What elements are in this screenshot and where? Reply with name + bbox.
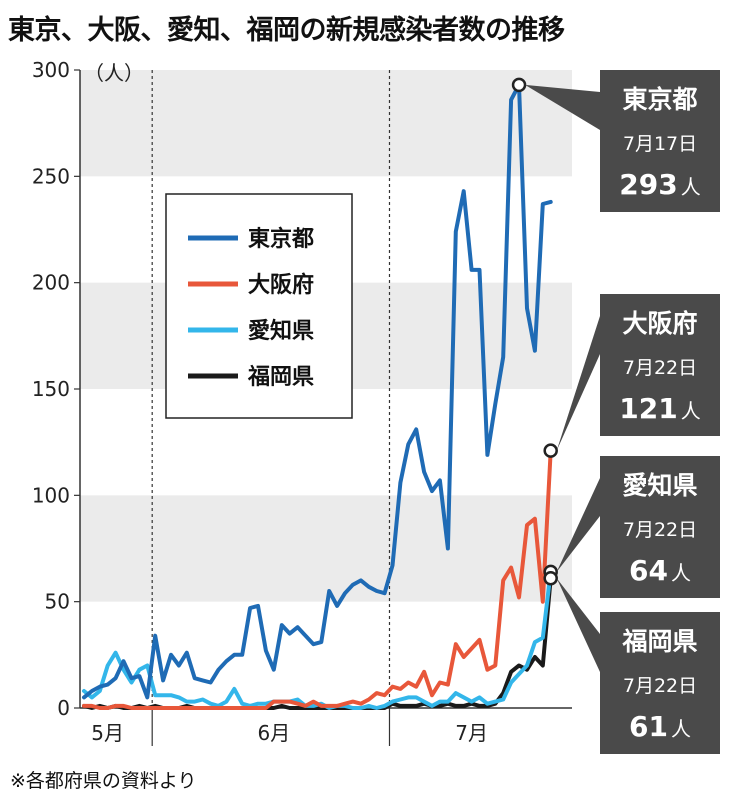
- callout-date: 7月17日: [623, 133, 697, 155]
- end-marker-osaka: [543, 443, 558, 458]
- source-note: ※各都府県の資料より: [10, 770, 197, 792]
- y-tick-label: 150: [32, 377, 70, 401]
- callout-value-group: 64 人: [629, 554, 691, 587]
- y-tick-label: 50: [45, 590, 70, 614]
- series-line-osaka: [82, 448, 553, 710]
- grid-bands: [80, 70, 572, 602]
- callout-value-group: 293 人: [619, 168, 700, 201]
- callout-value-group: 61 人: [629, 710, 691, 743]
- callout-pointer: [556, 316, 600, 451]
- y-tick-label: 200: [32, 271, 70, 295]
- callout-date: 7月22日: [623, 675, 697, 697]
- legend-label: 福岡県: [247, 365, 314, 390]
- end-marker-fukuoka: [543, 571, 558, 586]
- callout-value: 61: [629, 710, 668, 743]
- callout-unit: 人: [671, 717, 691, 741]
- callout-date: 7月22日: [623, 357, 697, 379]
- callout-box-aichi: [600, 456, 720, 598]
- callout-name: 大阪府: [622, 309, 697, 338]
- y-tick-label: 100: [32, 483, 70, 507]
- legend-box: [165, 193, 353, 419]
- legend-label: 東京都: [248, 226, 314, 252]
- callout-pointer: [556, 578, 600, 672]
- callout-value: 64: [629, 554, 668, 587]
- legend-label: 愛知県: [248, 318, 314, 344]
- callout-name: 愛知県: [622, 471, 697, 500]
- y-tick-label: 0: [57, 696, 70, 720]
- series-lines: [82, 82, 553, 710]
- callout-name: 東京都: [622, 85, 697, 114]
- grid-band: [80, 70, 572, 177]
- callout-unit: 人: [671, 561, 691, 585]
- y-tick-label: 300: [32, 58, 70, 82]
- callout-box-tokyo: [600, 70, 720, 212]
- callout-unit: 人: [681, 399, 701, 423]
- callout-unit: 人: [681, 175, 701, 199]
- callout-value: 293: [619, 168, 677, 201]
- legend-label: 大阪府: [248, 272, 314, 298]
- series-line-tokyo: [82, 82, 553, 700]
- month-divider-lines: [151, 70, 391, 746]
- callout-pointer: [525, 84, 600, 130]
- y-tick-label: 250: [32, 164, 70, 188]
- callout-value-group: 121 人: [619, 392, 700, 425]
- month-label: 7月: [455, 721, 488, 745]
- end-marker-tokyo: [511, 77, 527, 93]
- callout-pointer: [556, 478, 600, 572]
- callout-value: 121: [619, 392, 677, 425]
- y-axis-label: （人）: [84, 61, 144, 85]
- callout-name: 福岡県: [621, 627, 697, 656]
- month-label: 6月: [257, 721, 290, 745]
- callout-box-fukuoka: [600, 612, 720, 754]
- callout-date: 7月22日: [623, 519, 697, 541]
- y-tick-labels: 0 50 100 150 200 250 300: [32, 58, 70, 720]
- callout-box-osaka: [600, 294, 720, 436]
- grid-band: [80, 495, 572, 602]
- month-labels: 5月 6月 7月: [91, 721, 488, 745]
- chart-title: 東京、大阪、愛知、福岡の新規感染者数の推移: [8, 15, 565, 46]
- month-label: 5月: [91, 721, 124, 745]
